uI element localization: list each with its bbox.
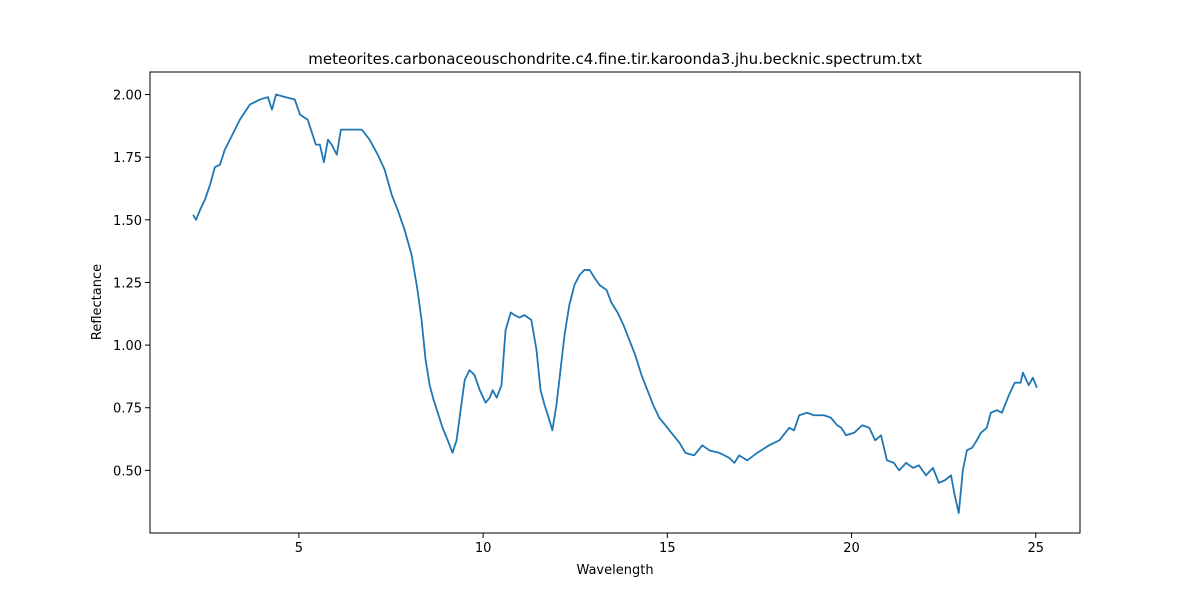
x-tick-label: 5 xyxy=(295,541,303,556)
y-tick-label: 0.50 xyxy=(113,464,142,479)
y-tick-label: 1.25 xyxy=(113,276,142,291)
x-axis-label: Wavelength xyxy=(576,563,653,578)
x-tick-label: 10 xyxy=(475,541,492,556)
plot-frame xyxy=(149,71,1081,534)
y-axis-label: Reflectance xyxy=(90,264,105,340)
y-tick-label: 2.00 xyxy=(113,89,142,104)
y-tick-label: 0.75 xyxy=(113,402,142,417)
x-tick-label: 20 xyxy=(843,541,860,556)
x-tick-label: 15 xyxy=(659,541,676,556)
y-tick-label: 1.75 xyxy=(113,151,142,166)
x-tick-label: 25 xyxy=(1028,541,1045,556)
y-tick-label: 1.50 xyxy=(113,214,142,229)
chart-title: meteorites.carbonaceouschondrite.c4.fine… xyxy=(308,50,922,68)
y-tick-label: 1.00 xyxy=(113,339,142,354)
data-line xyxy=(192,93,1038,514)
